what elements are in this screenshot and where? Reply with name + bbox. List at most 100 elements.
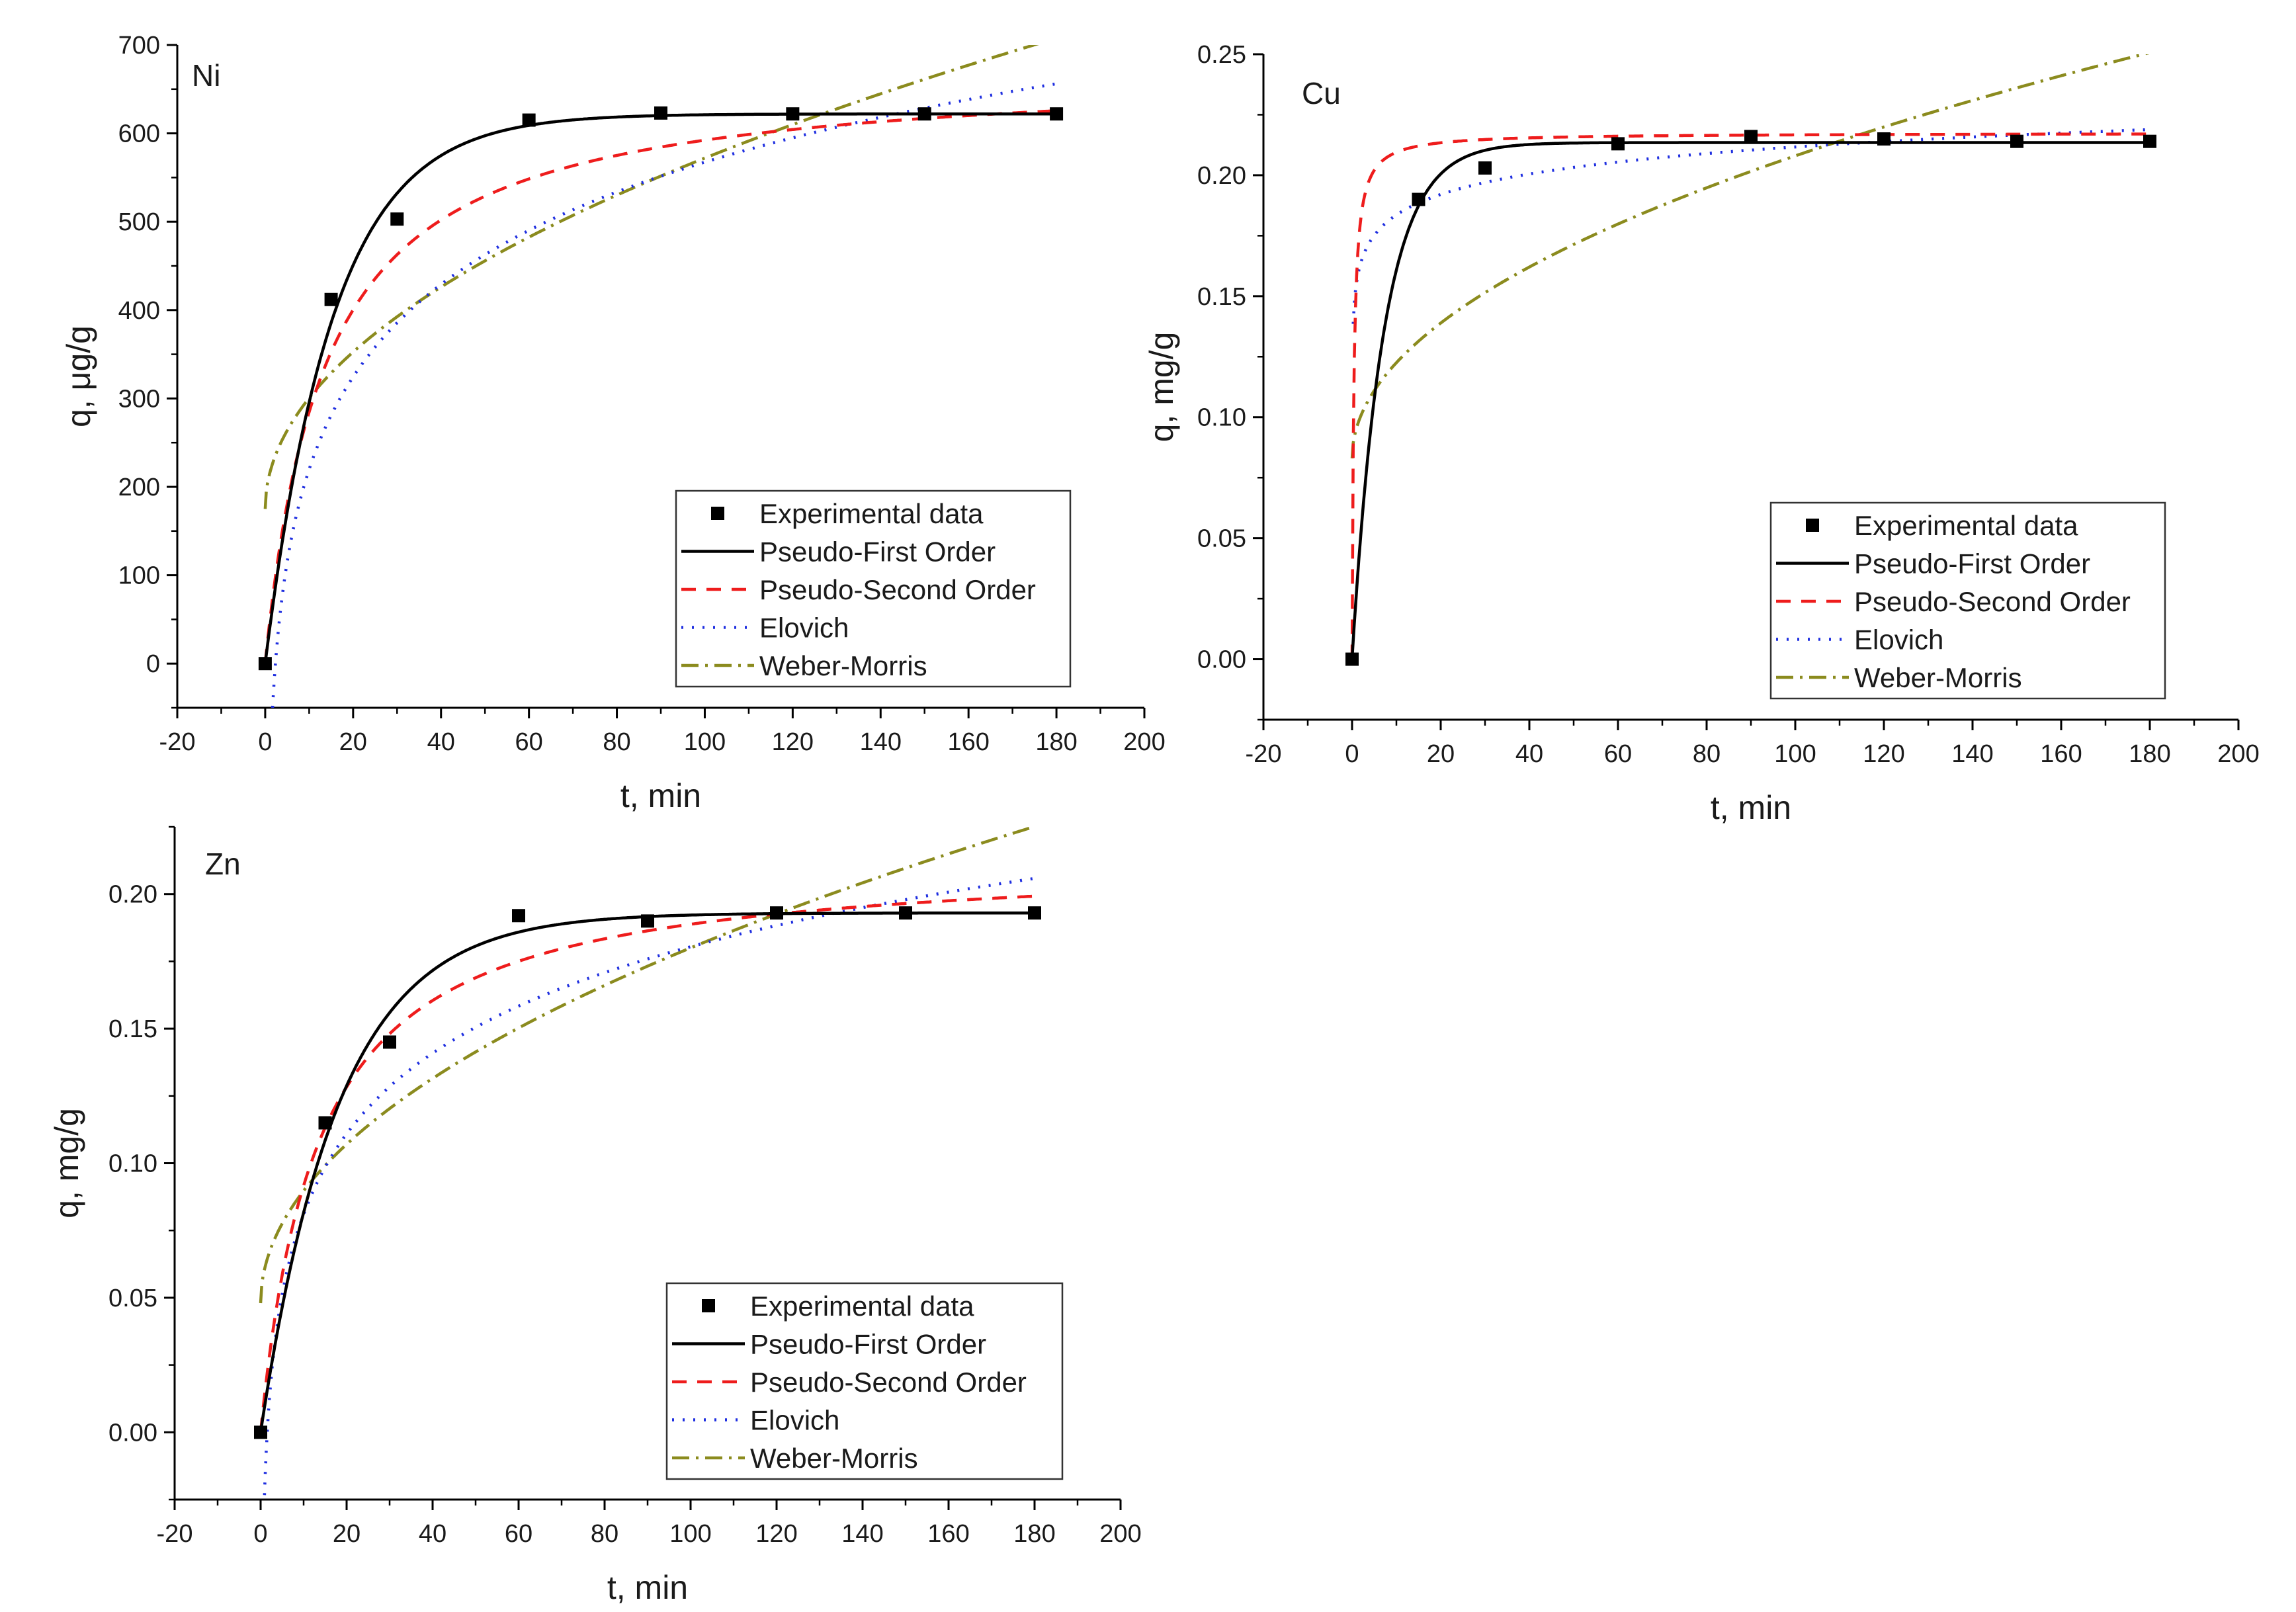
x-tick-label: 200 <box>2217 740 2259 768</box>
legend-label: Pseudo-Second Order <box>759 574 1036 605</box>
experimental-point <box>383 1035 396 1049</box>
x-tick-label: 100 <box>669 1520 711 1548</box>
x-tick-label: 140 <box>841 1520 883 1548</box>
y-tick-label: 0.10 <box>108 1150 157 1178</box>
legend-label: Weber-Morris <box>1854 662 2022 693</box>
y-tick-label: 0.15 <box>1197 283 1246 311</box>
legend-marker-experimental <box>711 507 724 520</box>
curve-weber <box>1350 54 2150 459</box>
legend: Experimental data Pseudo-First Order Pseud… <box>665 1282 1064 1480</box>
model-curves <box>259 827 1035 1500</box>
x-tick-label: 60 <box>1604 740 1632 768</box>
y-tick-label: 0.25 <box>1197 41 1246 69</box>
legend-label: Pseudo-Second Order <box>750 1367 1027 1398</box>
curve-pso <box>259 894 1035 1433</box>
experimental-point <box>318 1116 332 1130</box>
panel-label: Zn <box>205 847 241 881</box>
legend-label: Pseudo-First Order <box>750 1329 986 1360</box>
x-tick-label: 40 <box>419 1520 446 1548</box>
y-tick-label: 0.00 <box>108 1419 157 1447</box>
y-tick-label: 0.00 <box>1197 646 1246 674</box>
experimental-point <box>2143 134 2156 148</box>
chart-panel-cu: -20 0 20 40 60 80 100 120 140 160 180 200 0.00 0.05 0.… <box>1143 41 2260 826</box>
experimental-point <box>1345 652 1359 666</box>
x-tick-label: 120 <box>755 1520 797 1548</box>
legend-label: Elovich <box>1854 624 1943 656</box>
y-tick-label: 700 <box>118 32 160 60</box>
experimental-point <box>917 107 931 121</box>
legend-label: Experimental data <box>1854 510 2078 541</box>
x-tick-label: 180 <box>1013 1520 1055 1548</box>
x-tick-label: 120 <box>1863 740 1904 768</box>
y-tick-label: 0 <box>146 650 160 678</box>
legend-marker-experimental <box>1806 519 1819 532</box>
legend-label: Weber-Morris <box>759 650 927 681</box>
y-tick-label: 100 <box>118 562 160 590</box>
experimental-point <box>2010 134 2023 148</box>
experimental-point <box>258 657 272 671</box>
curve-elovich <box>1351 128 2150 324</box>
legend: Experimental data Pseudo-First Order Pseud… <box>675 489 1072 688</box>
legend-label: Pseudo-First Order <box>1854 548 2090 579</box>
experimental-point <box>899 906 912 920</box>
y-tick-label: 200 <box>118 474 160 501</box>
x-tick-label: 120 <box>772 728 814 756</box>
x-tick-label: 40 <box>1515 740 1543 768</box>
x-tick-label: 180 <box>1035 728 1077 756</box>
x-tick-label: 140 <box>1951 740 1993 768</box>
chart-panel-zn: -20 0 20 40 60 80 100 120 140 160 180 200 0.00 0.05 0.… <box>48 826 1142 1606</box>
x-tick-label: 20 <box>339 728 367 756</box>
x-axis-title: t, min <box>1711 789 1791 826</box>
x-tick-label: 160 <box>927 1520 969 1548</box>
experimental-point <box>522 113 536 127</box>
curve-weber <box>259 827 1035 1304</box>
x-tick-label: 80 <box>1693 740 1721 768</box>
x-tick-label: 140 <box>860 728 902 756</box>
y-tick-label: 0.05 <box>1197 525 1246 553</box>
x-tick-label: 0 <box>258 728 272 756</box>
x-tick-label: 60 <box>505 1520 532 1548</box>
legend-label: Pseudo-First Order <box>759 536 996 568</box>
legend-label: Elovich <box>750 1405 839 1436</box>
y-tick-label: 400 <box>118 297 160 325</box>
x-tick-label: 160 <box>947 728 989 756</box>
legend: Experimental data Pseudo-First Order Pseud… <box>1769 501 2166 700</box>
x-tick-label: 60 <box>515 728 542 756</box>
chart-panel-ni: -20 0 20 40 60 80 100 120 140 160 180 200 0 100 200 300… <box>60 32 1166 814</box>
y-tick-label: 0.20 <box>1197 162 1246 190</box>
x-tick-label: -20 <box>157 1520 193 1548</box>
y-tick-label: 0.10 <box>1197 404 1246 432</box>
experimental-point <box>390 212 404 226</box>
experimental-point <box>654 106 667 120</box>
legend-label: Experimental data <box>750 1291 974 1322</box>
x-tick-label: 160 <box>2040 740 2082 768</box>
x-tick-label: 0 <box>1345 740 1359 768</box>
legend-marker-experimental <box>702 1299 715 1312</box>
x-tick-label: -20 <box>1246 740 1282 768</box>
x-tick-label: 0 <box>253 1520 267 1548</box>
x-tick-label: 20 <box>1427 740 1455 768</box>
experimental-point <box>641 914 654 928</box>
y-axis-title: q, mg/g <box>48 1108 85 1218</box>
x-tick-label: 200 <box>1123 728 1165 756</box>
legend-box <box>665 1282 1064 1480</box>
x-tick-label: 180 <box>2129 740 2170 768</box>
panel-label: Cu <box>1302 76 1341 110</box>
x-tick-label: 20 <box>333 1520 361 1548</box>
experimental-point <box>770 906 783 920</box>
x-tick-label: 100 <box>684 728 726 756</box>
y-tick-label: 600 <box>118 120 160 148</box>
x-tick-label: 40 <box>427 728 455 756</box>
experimental-point <box>512 909 525 923</box>
curve-weber <box>263 45 1039 509</box>
y-tick-label: 300 <box>118 385 160 413</box>
x-tick-label: 200 <box>1099 1520 1141 1548</box>
x-axis-title: t, min <box>620 777 701 814</box>
y-axis-title: q, mg/g <box>1143 332 1180 443</box>
experimental-point <box>324 292 338 306</box>
experimental-point <box>786 107 800 121</box>
x-tick-label: 80 <box>591 1520 618 1548</box>
x-tick-label: 100 <box>1774 740 1816 768</box>
y-tick-label: 500 <box>118 208 160 236</box>
